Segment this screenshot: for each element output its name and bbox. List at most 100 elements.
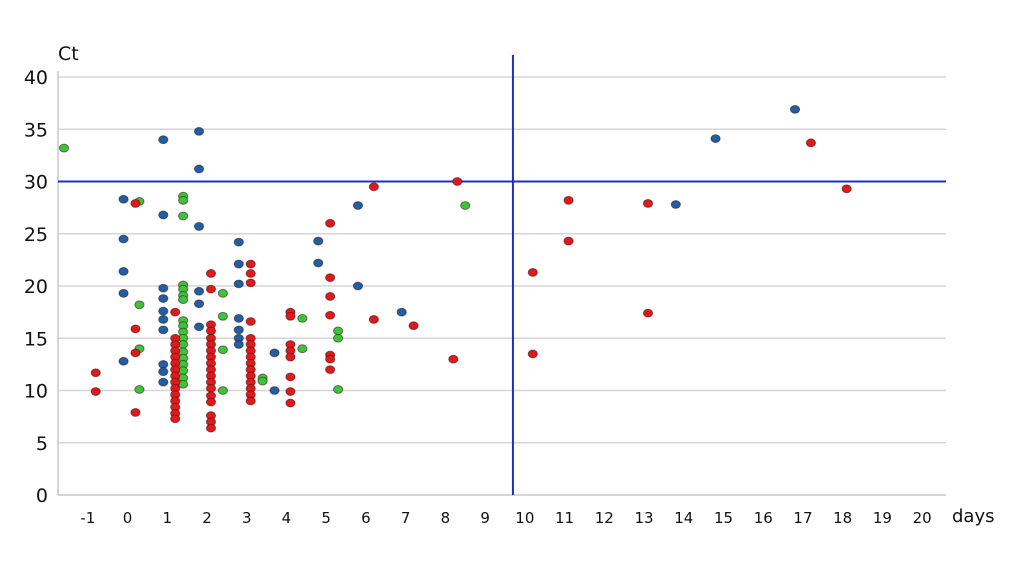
red-data-point: [642, 199, 654, 208]
x-axis-title: days: [952, 506, 995, 527]
blue-data-point: [313, 258, 324, 268]
green-data-point: [217, 345, 228, 355]
x-tick-label: 11: [555, 509, 574, 527]
y-tick-label: 0: [36, 485, 48, 507]
x-tick-label: 2: [202, 509, 212, 527]
data-points: [58, 104, 852, 433]
red-data-point: [245, 317, 256, 326]
red-data-point: [285, 387, 296, 396]
blue-data-point: [158, 294, 169, 303]
blue-data-point: [158, 315, 169, 324]
red-data-point: [642, 308, 654, 318]
red-data-point: [205, 326, 217, 336]
x-tick-label: 8: [441, 509, 451, 527]
blue-data-point: [710, 134, 721, 144]
red-data-point: [245, 396, 256, 406]
blue-data-point: [118, 288, 129, 298]
x-tick-label: 10: [515, 509, 534, 527]
red-data-point: [205, 284, 217, 294]
y-axis-title: Ct: [58, 43, 79, 65]
red-data-point: [408, 321, 419, 331]
blue-data-point: [269, 386, 280, 395]
blue-data-point: [352, 201, 364, 210]
blue-data-point: [118, 234, 129, 244]
y-tick-label: 40: [24, 67, 48, 89]
blue-data-point: [233, 259, 244, 269]
red-data-point: [130, 324, 141, 334]
red-data-point: [205, 269, 217, 278]
x-tick-label: 0: [123, 509, 133, 527]
blue-data-point: [352, 281, 364, 291]
blue-data-point: [158, 325, 169, 335]
red-data-point: [325, 292, 336, 301]
blue-data-point: [118, 356, 129, 366]
x-tick-label: 3: [242, 509, 252, 527]
y-tick-label: 30: [24, 172, 48, 194]
blue-data-point: [193, 164, 205, 174]
red-data-point: [205, 384, 217, 393]
x-tick-label: 16: [754, 509, 773, 527]
red-data-point: [245, 269, 256, 278]
blue-data-point: [233, 279, 244, 289]
y-tick-label: 15: [24, 328, 48, 350]
reference-lines: [58, 55, 946, 495]
x-tick-label: 17: [793, 509, 812, 527]
x-tick-label: 5: [321, 509, 331, 527]
blue-data-point: [158, 210, 169, 220]
green-data-point: [460, 201, 471, 210]
red-data-point: [325, 218, 336, 228]
blue-data-point: [193, 222, 205, 231]
green-data-point: [58, 143, 70, 153]
red-data-point: [368, 315, 379, 324]
red-data-point: [368, 182, 379, 192]
blue-data-point: [789, 104, 801, 114]
red-data-point: [325, 273, 336, 283]
red-data-point: [325, 365, 336, 375]
x-tick-label: 15: [714, 509, 733, 527]
blue-data-point: [193, 299, 205, 309]
x-tick-label: 6: [361, 509, 371, 527]
blue-data-point: [670, 200, 681, 209]
green-data-point: [134, 300, 145, 310]
blue-data-point: [118, 194, 129, 204]
green-data-point: [333, 385, 344, 394]
y-tick-label: 25: [24, 224, 48, 246]
y-tick-label: 5: [36, 433, 48, 455]
blue-data-point: [193, 322, 205, 332]
red-data-point: [130, 199, 141, 208]
x-tick-label: 7: [401, 509, 411, 527]
red-data-point: [527, 349, 538, 359]
green-data-point: [134, 385, 145, 394]
green-data-point: [178, 211, 189, 221]
red-data-point: [563, 236, 574, 246]
x-tick-label: -1: [80, 509, 95, 527]
red-data-point: [170, 414, 181, 424]
red-data-point: [205, 397, 217, 407]
red-data-point: [245, 278, 256, 288]
red-data-point: [448, 354, 459, 364]
red-data-point: [452, 177, 463, 186]
red-data-point: [170, 307, 181, 317]
x-tick-label: 9: [480, 509, 490, 527]
blue-data-point: [158, 135, 169, 145]
gridlines: [58, 76, 946, 444]
x-tick-label: 14: [674, 509, 693, 527]
blue-data-point: [269, 348, 280, 358]
red-data-point: [285, 398, 296, 408]
blue-data-point: [233, 313, 244, 323]
blue-data-point: [158, 359, 169, 369]
red-data-point: [285, 352, 296, 362]
red-data-point: [527, 268, 538, 277]
green-data-point: [178, 195, 189, 205]
red-data-point: [245, 259, 256, 269]
x-tick-label: 20: [913, 509, 932, 527]
green-data-point: [217, 288, 228, 298]
blue-data-point: [233, 325, 244, 335]
red-data-point: [805, 138, 817, 148]
x-tick-label: 4: [282, 509, 292, 527]
green-data-point: [217, 386, 228, 395]
blue-data-point: [233, 237, 244, 247]
blue-data-point: [193, 126, 205, 136]
